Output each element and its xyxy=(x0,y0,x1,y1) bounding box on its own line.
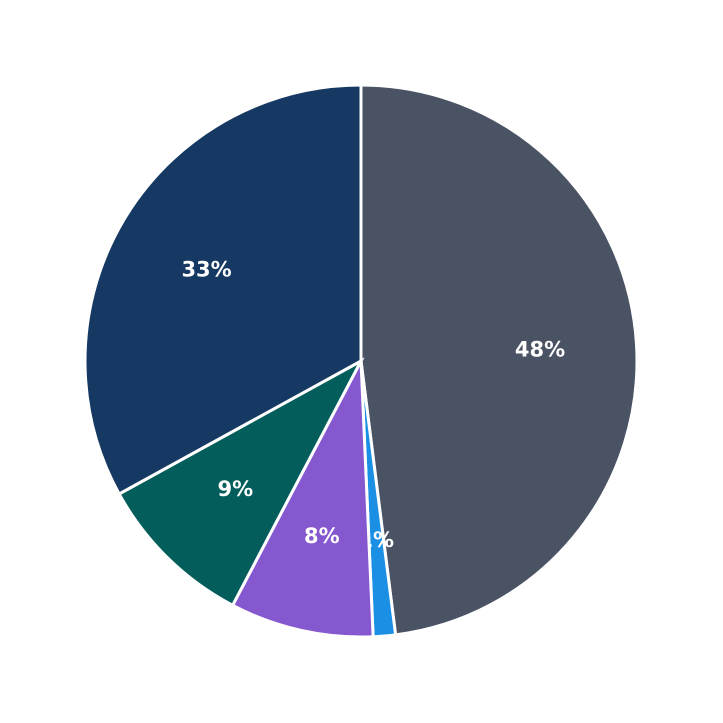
pie-slice xyxy=(83,83,363,497)
pie-slice xyxy=(359,83,639,637)
pie-slice xyxy=(117,357,365,608)
slice-label: 8% xyxy=(304,524,340,548)
pie-slice xyxy=(230,355,375,639)
slice-label: 33% xyxy=(181,258,231,282)
slice-label: 48% xyxy=(515,338,565,362)
slice-label: 9% xyxy=(218,477,254,501)
